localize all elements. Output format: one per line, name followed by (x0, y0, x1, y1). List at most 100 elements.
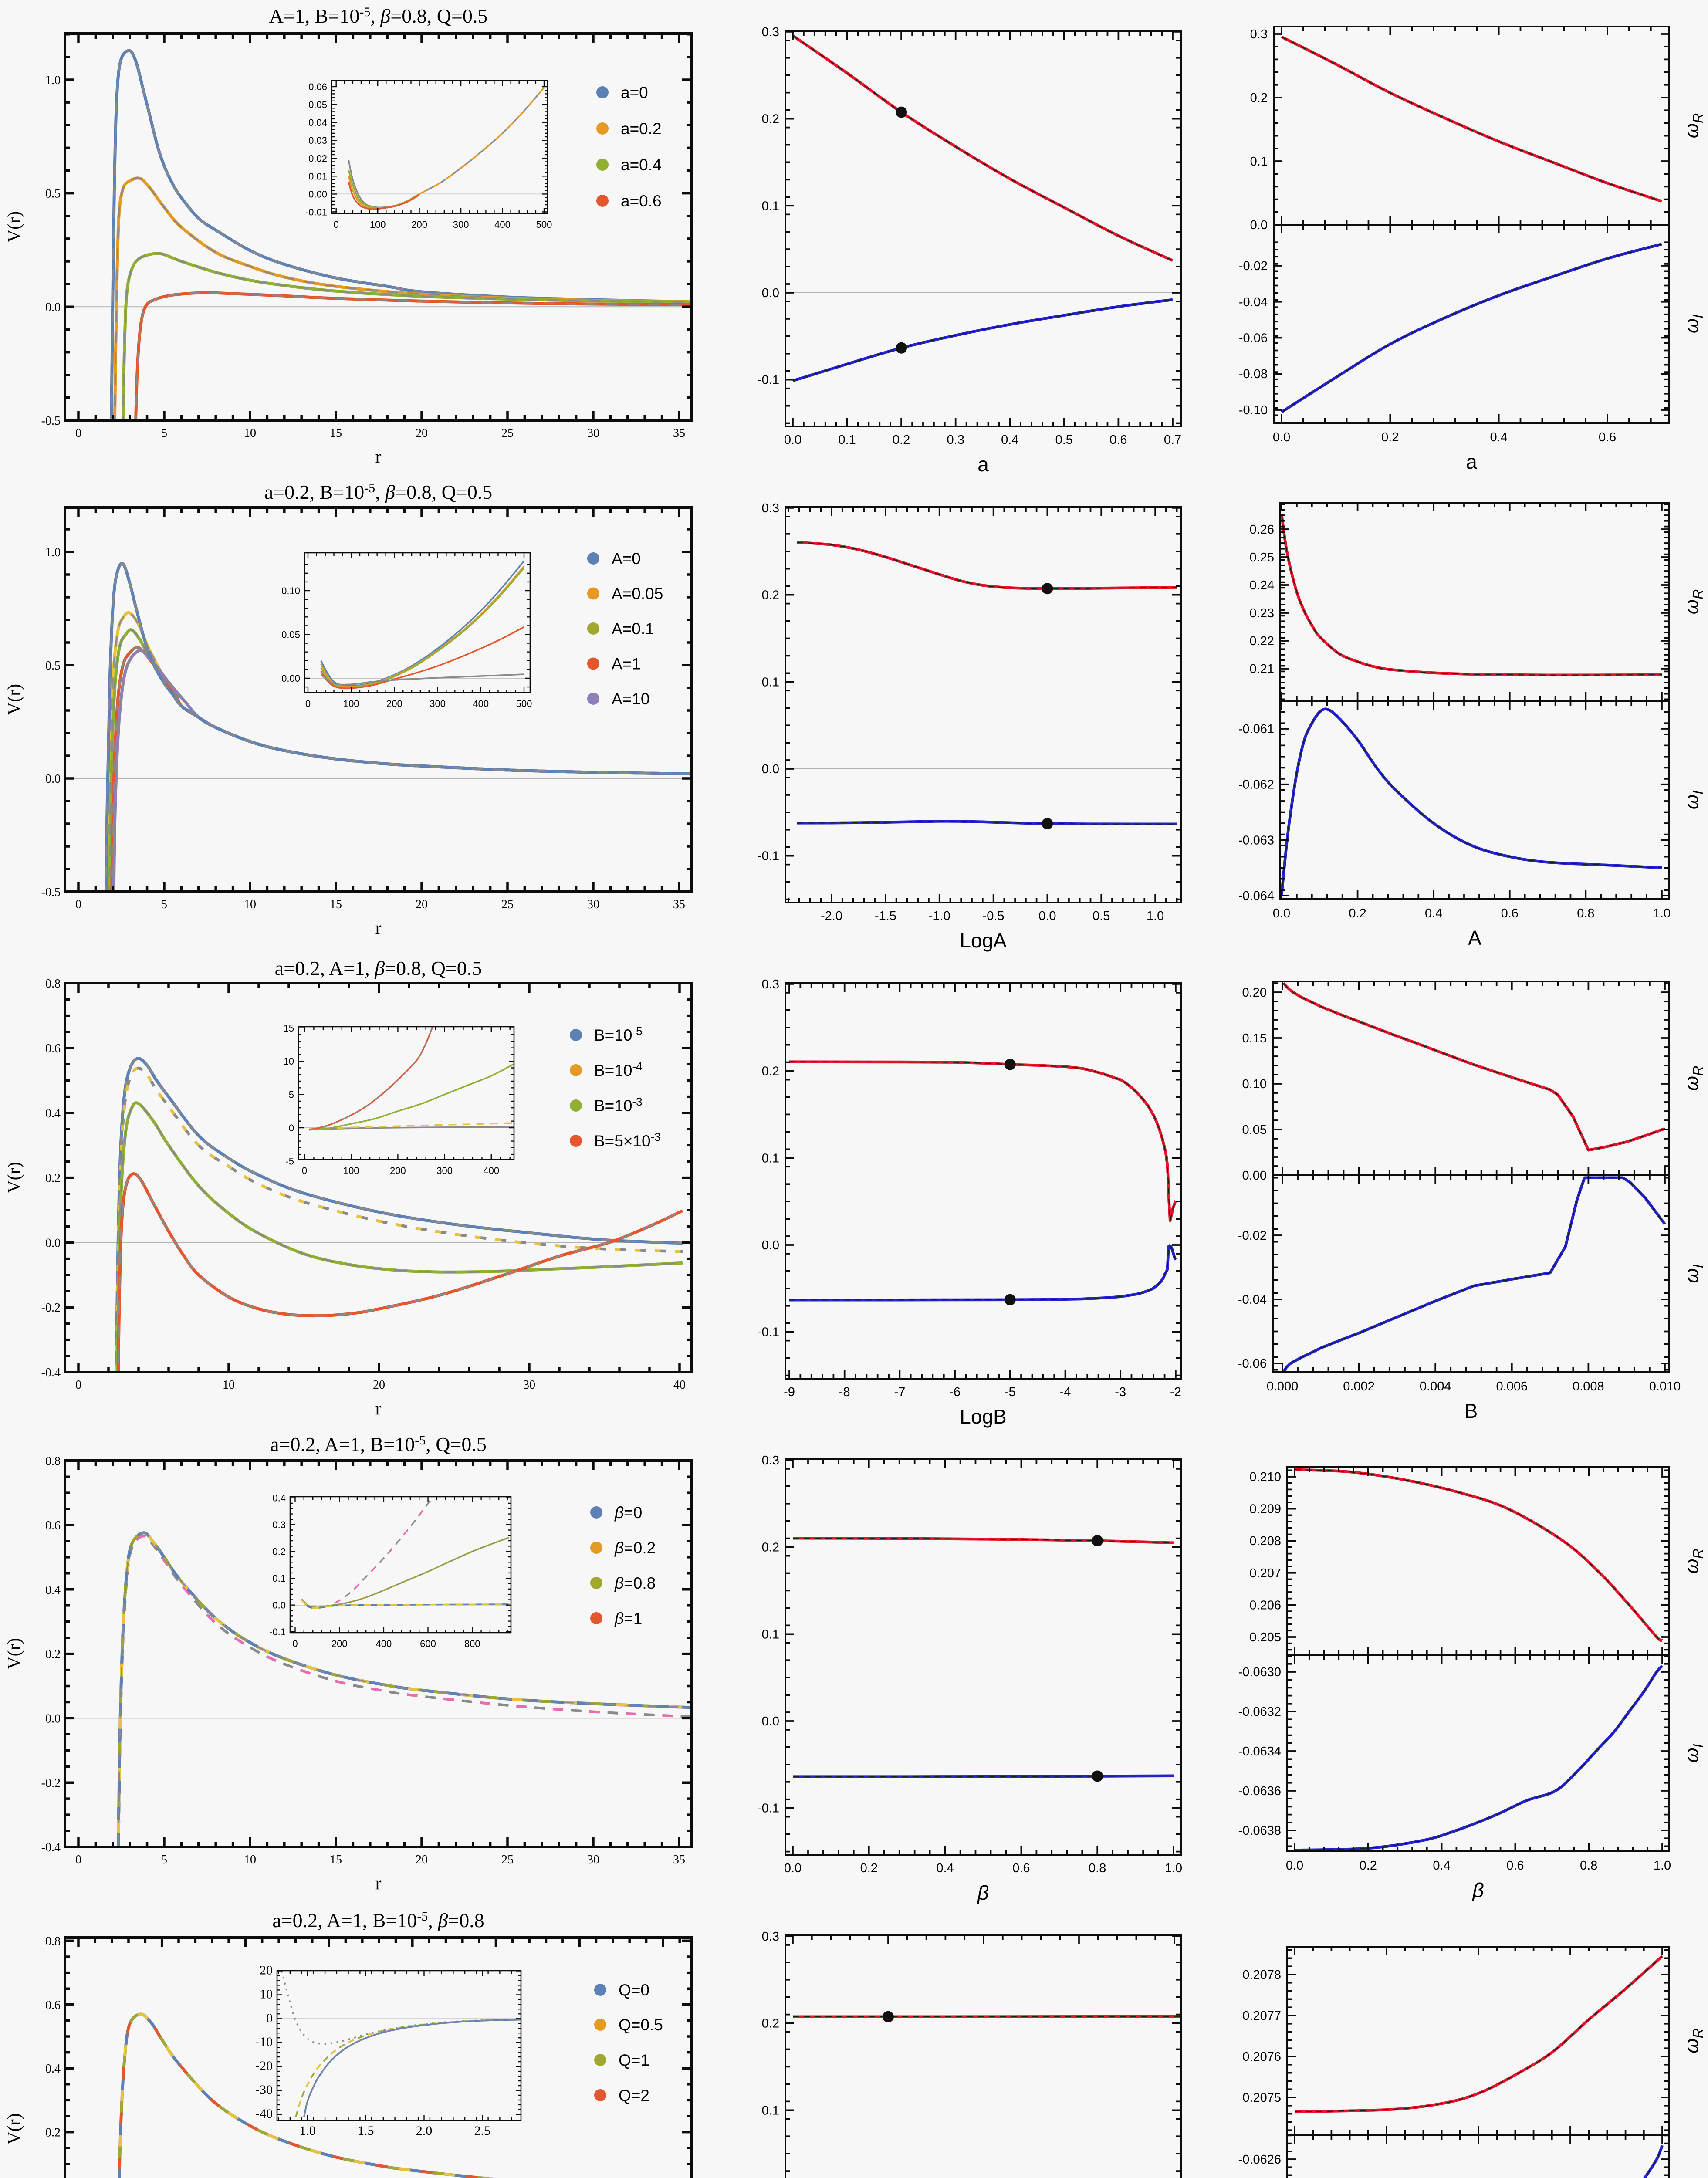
svg-text:0: 0 (289, 1123, 294, 1133)
svg-text:0.05: 0.05 (1242, 1123, 1267, 1137)
svg-text:0.0: 0.0 (784, 1861, 802, 1875)
svg-text:-2: -2 (1170, 1385, 1181, 1399)
svg-text:0.4: 0.4 (936, 1861, 954, 1875)
svg-text:0.8: 0.8 (1580, 1859, 1597, 1873)
svg-text:0: 0 (266, 2011, 273, 2025)
svg-text:A=0.05: A=0.05 (612, 585, 663, 603)
svg-text:-0.04: -0.04 (1239, 295, 1268, 309)
svg-text:a: a (1466, 450, 1477, 473)
svg-text:0.15: 0.15 (1242, 1032, 1267, 1045)
svg-text:0: 0 (305, 698, 311, 709)
svg-text:-5: -5 (1005, 1385, 1016, 1399)
svg-text:0.1: 0.1 (762, 1627, 779, 1641)
svg-text:1.0: 1.0 (1653, 906, 1671, 920)
svg-text:20: 20 (416, 898, 428, 911)
svg-text:-0.5: -0.5 (41, 414, 61, 428)
svg-text:0.209: 0.209 (1249, 1502, 1281, 1516)
svg-text:0.3: 0.3 (762, 1930, 779, 1944)
svg-text:0.205: 0.205 (1249, 1630, 1281, 1644)
svg-text:1.0: 1.0 (45, 546, 61, 559)
svg-text:25: 25 (501, 1853, 514, 1867)
svg-text:0.1: 0.1 (762, 199, 779, 213)
svg-text:0.4: 0.4 (45, 2062, 61, 2076)
svg-text:-8: -8 (839, 1385, 850, 1399)
svg-text:LogA: LogA (960, 929, 1007, 952)
svg-text:0.21: 0.21 (1250, 662, 1274, 676)
svg-text:10: 10 (260, 1987, 273, 2001)
svg-text:-0.2: -0.2 (41, 1301, 61, 1315)
svg-text:100: 100 (343, 698, 359, 709)
svg-text:500: 500 (516, 698, 532, 709)
svg-text:-0.1: -0.1 (758, 373, 779, 387)
svg-text:0.26: 0.26 (1250, 523, 1274, 537)
svg-text:0.0: 0.0 (1038, 909, 1056, 923)
svg-text:a=0.6: a=0.6 (621, 192, 662, 210)
svg-text:0.10: 0.10 (281, 585, 300, 596)
svg-text:0.0: 0.0 (1273, 906, 1290, 920)
svg-text:0.002: 0.002 (1343, 1380, 1375, 1393)
svg-text:600: 600 (420, 1638, 436, 1649)
svg-text:β=1: β=1 (614, 1610, 642, 1627)
svg-text:0.2075: 0.2075 (1242, 2091, 1281, 2105)
svg-text:0.8: 0.8 (45, 977, 61, 991)
svg-text:ωI: ωI (1681, 791, 1706, 809)
svg-text:0.2: 0.2 (45, 2126, 61, 2140)
svg-text:0.2: 0.2 (762, 1541, 779, 1555)
svg-text:1.5: 1.5 (358, 2124, 374, 2138)
svg-text:30: 30 (587, 1853, 599, 1867)
svg-text:-1.5: -1.5 (875, 909, 896, 923)
svg-text:0.5: 0.5 (45, 659, 61, 673)
svg-text:r: r (375, 918, 382, 938)
svg-text:0.0: 0.0 (762, 286, 779, 300)
svg-text:5: 5 (161, 1853, 167, 1867)
svg-text:0.10: 0.10 (1242, 1077, 1267, 1091)
svg-text:0.4: 0.4 (45, 1583, 61, 1597)
svg-text:25: 25 (501, 426, 514, 440)
svg-text:15: 15 (330, 426, 342, 440)
svg-text:0.008: 0.008 (1573, 1380, 1604, 1393)
svg-text:A=10: A=10 (612, 690, 649, 708)
svg-text:β: β (977, 1881, 989, 1904)
svg-text:0.3: 0.3 (272, 1519, 286, 1530)
svg-text:100: 100 (370, 219, 386, 230)
svg-text:0.1: 0.1 (272, 1573, 286, 1584)
svg-text:ωI: ωI (1681, 315, 1706, 333)
svg-text:10: 10 (244, 426, 256, 440)
svg-text:0.00: 0.00 (1242, 1169, 1267, 1183)
svg-text:A=1, B=10-5​, β=0.8, Q=0.5: A=1, B=10-5​, β=0.8, Q=0.5 (269, 5, 488, 27)
svg-text:-0.06: -0.06 (1239, 331, 1268, 345)
svg-text:1.0: 1.0 (1654, 1859, 1671, 1873)
svg-text:0.0: 0.0 (45, 301, 61, 314)
svg-text:-3: -3 (1115, 1385, 1126, 1399)
svg-text:-0.4: -0.4 (41, 1366, 61, 1380)
svg-text:0.4: 0.4 (1433, 1859, 1450, 1873)
svg-text:-0.1: -0.1 (758, 849, 779, 863)
svg-text:400: 400 (473, 698, 489, 709)
svg-text:ωR: ωR (1681, 1066, 1706, 1091)
svg-text:0.1: 0.1 (838, 433, 856, 447)
svg-text:0.0: 0.0 (272, 1600, 286, 1611)
svg-text:r: r (375, 1874, 382, 1894)
svg-text:0.03: 0.03 (308, 135, 327, 146)
svg-text:V(r): V(r) (4, 2113, 24, 2144)
svg-text:-1.0: -1.0 (929, 909, 950, 923)
svg-text:-0.01: -0.01 (305, 207, 327, 218)
svg-text:0.00: 0.00 (281, 673, 300, 684)
svg-text:25: 25 (501, 898, 514, 911)
svg-text:0.05: 0.05 (281, 629, 300, 640)
svg-text:-0.062: -0.062 (1238, 778, 1274, 792)
svg-text:0.2: 0.2 (762, 1065, 779, 1079)
svg-text:0.5: 0.5 (1055, 433, 1073, 447)
svg-text:-0.0630: -0.0630 (1238, 1665, 1281, 1679)
svg-text:0.5: 0.5 (1092, 909, 1110, 923)
svg-text:0: 0 (292, 1638, 298, 1649)
svg-text:0.4: 0.4 (272, 1493, 286, 1504)
svg-text:-0.1: -0.1 (758, 1802, 779, 1816)
svg-text:-0.08: -0.08 (1239, 367, 1268, 381)
svg-text:2.0: 2.0 (416, 2124, 433, 2138)
svg-text:0.4: 0.4 (1490, 430, 1508, 444)
svg-text:0.4: 0.4 (1425, 906, 1442, 920)
svg-text:0.6: 0.6 (45, 1042, 61, 1055)
svg-text:0.006: 0.006 (1496, 1380, 1528, 1393)
svg-text:0.207: 0.207 (1249, 1566, 1281, 1580)
